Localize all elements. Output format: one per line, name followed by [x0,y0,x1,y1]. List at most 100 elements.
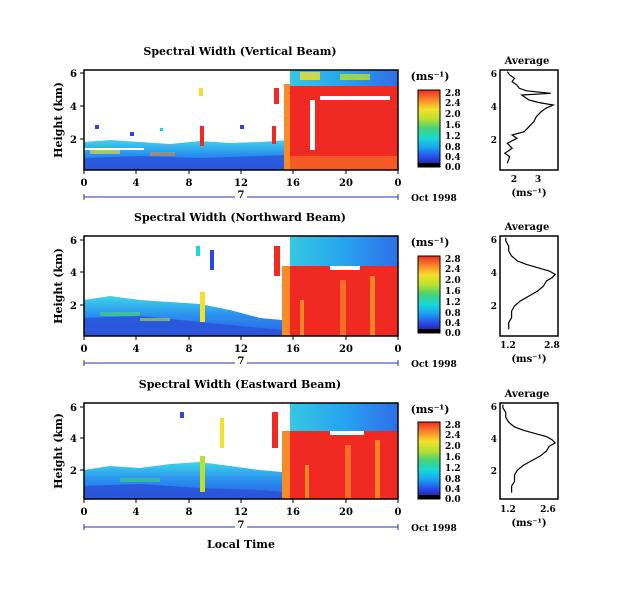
date-label: Oct 1998 [411,360,457,370]
x-tick-label: 8 [186,507,193,518]
date-label: Oct 1998 [411,194,457,204]
colorbar-scale [417,255,441,334]
average-y-tick: 4 [491,269,497,279]
colorbar-tick: 0.8 [445,143,461,153]
x-tick-label: 4 [133,178,140,189]
average-y-tick: 6 [491,236,497,246]
y-tick-label: 6 [70,403,77,414]
heatmap-field [84,403,398,499]
x-axis-label: Local Time [207,538,275,551]
average-x-tick: 3 [535,175,541,185]
average-profile-line [503,71,556,164]
y-tick-label: 4 [70,268,77,279]
y-axis: 6 4 2 Height (km) [52,236,84,324]
date-label: Oct 1998 [411,524,457,534]
x-tick-label: 12 [234,344,248,355]
x-tick-label: 20 [339,344,353,355]
heatmap-field [84,70,398,170]
average-y-tick: 6 [491,70,497,80]
average-frame [499,69,559,171]
y-axis-label: Height (km) [52,82,65,158]
x-tick-label: 8 [186,344,193,355]
average-title: Average [504,56,550,67]
panel-eastward: Spectral Width (Eastward Beam) 6 4 2 [52,378,559,551]
colorbar-tick: 1.2 [445,298,461,308]
x-tick-label: 12 [234,507,248,518]
colorbar-tick: 1.6 [445,287,461,297]
y-tick-label: 2 [70,301,77,312]
colorbar-tick: 1.6 [445,121,461,131]
colorbar-unit: (ms⁻¹) [411,236,450,249]
x-tick-label: 8 [186,178,193,189]
x-tick-label: 0 [395,178,402,189]
average-y-tick: 2 [491,136,497,146]
panel-title: Spectral Width (Vertical Beam) [143,45,336,58]
x-axis: 0 4 8 12 16 20 0 7 Oct 1998 [81,336,457,370]
average-profile: Average 6 4 2 1.2 2.8 (ms⁻¹) [491,222,560,365]
colorbar-tick: 2.0 [445,110,461,120]
x-tick-label: 0 [81,507,88,518]
average-profile-line [505,237,557,330]
colorbar-scale [417,421,441,500]
x-tick-label: 20 [339,178,353,189]
strong-turbulence-block [290,70,398,170]
colorbar-tick: 2.4 [445,265,461,275]
colorbar-tick: 2.0 [445,442,461,452]
panel-title: Spectral Width (Eastward Beam) [139,378,341,391]
average-title: Average [504,222,550,233]
heatmap-field [84,236,398,336]
y-tick-label: 4 [70,102,77,113]
colorbar-tick: 1.2 [445,132,461,142]
y-tick-label: 2 [70,135,77,146]
average-x-tick: 1.2 [500,341,516,351]
average-y-tick: 2 [491,467,497,477]
y-axis: 6 4 2 Height (km) [52,403,84,489]
x-tick-label: 4 [133,507,140,518]
y-axis: 6 4 2 Height (km) [52,69,84,158]
x-axis: 0 4 8 12 16 20 0 7 Oct 1998 [81,170,457,204]
colorbar: (ms⁻¹) 2.8 2.4 2.0 1.6 1.2 0.8 0.4 0.0 [411,236,461,339]
colorbar-tick: 0.8 [445,475,461,485]
panel-title: Spectral Width (Northward Beam) [134,211,346,224]
x-axis: 0 4 8 12 16 20 0 7 Oct 1998 Local Time [81,499,457,551]
panel-northward: Spectral Width (Northward Beam) 6 4 [52,211,560,370]
colorbar-tick: 2.0 [445,276,461,286]
panel-vertical: Spectral Width (Vertical Beam) [52,45,559,204]
x-tick-label: 12 [234,178,248,189]
colorbar-tick: 0.4 [445,485,461,495]
x-tick-label: 20 [339,507,353,518]
average-y-tick: 2 [491,302,497,312]
colorbar-tick: 0.8 [445,309,461,319]
y-axis-label: Height (km) [52,413,65,489]
colorbar-tick: 2.4 [445,431,461,441]
colorbar: (ms⁻¹) 2.8 2.4 2.0 1.6 1.2 0.8 0.4 0.0 [411,70,461,173]
y-tick-label: 4 [70,434,77,445]
y-tick-label: 6 [70,69,77,80]
x-tick-label: 16 [286,507,300,518]
colorbar-tick: 2.8 [445,89,461,99]
average-y-tick: 4 [491,435,497,445]
average-x-label: (ms⁻¹) [511,354,546,365]
colorbar-tick: 0.0 [445,329,461,339]
colorbar-scale [417,89,441,168]
y-tick-label: 2 [70,466,77,477]
average-frame [499,402,559,500]
colorbar-tick: 0.0 [445,163,461,173]
average-profile-line [502,404,557,493]
x-tick-label: 16 [286,344,300,355]
average-x-label: (ms⁻¹) [511,518,546,529]
average-y-tick: 6 [491,403,497,413]
colorbar-tick: 2.4 [445,99,461,109]
x-tick-label: 0 [395,507,402,518]
colorbar-tick: 0.4 [445,319,461,329]
average-profile: Average 6 4 2 2 3 (ms⁻¹) [491,56,559,199]
average-y-tick: 4 [491,103,497,113]
colorbar: (ms⁻¹) 2.8 2.4 2.0 1.6 1.2 0.8 0.4 0.0 [411,403,461,505]
day-label: 7 [238,356,245,367]
average-title: Average [504,389,550,400]
average-x-label: (ms⁻¹) [511,188,546,199]
x-tick-label: 0 [81,178,88,189]
y-tick-label: 6 [70,236,77,247]
colorbar-tick: 2.8 [445,421,461,431]
